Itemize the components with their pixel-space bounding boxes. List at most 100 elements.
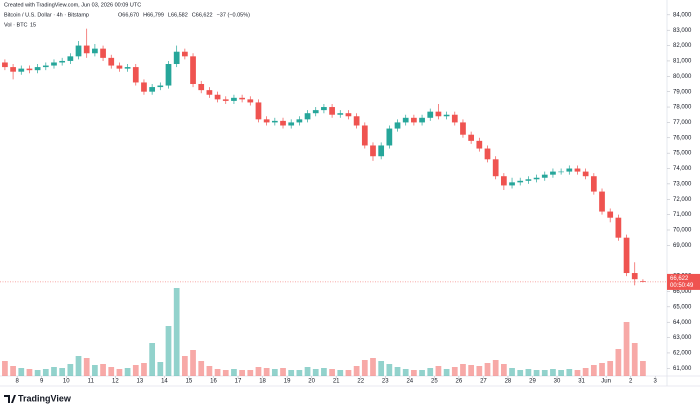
candle-body: [271, 120, 278, 123]
y-tick-label: 80,000: [673, 74, 692, 80]
candle-body: [51, 62, 57, 66]
x-tick-label: 8: [16, 379, 20, 385]
x-tick-label: 14: [161, 379, 168, 385]
volume-bar: [500, 364, 507, 376]
y-tick-label: 62,000: [673, 351, 692, 357]
candle-body: [288, 122, 295, 126]
volume-bar: [83, 358, 90, 376]
volume-bar: [181, 356, 188, 376]
candle-body: [525, 179, 532, 181]
candle-body: [451, 114, 458, 123]
volume-bar: [34, 370, 41, 376]
y-tick-label: 70,000: [673, 228, 692, 234]
volume-bar: [484, 363, 491, 376]
volume-bar: [337, 370, 344, 376]
x-tick-label: 2: [629, 379, 633, 385]
x-tick-label: 15: [186, 379, 193, 385]
candle-body: [378, 145, 385, 157]
candle-body: [468, 134, 475, 141]
x-tick-label: 12: [112, 379, 119, 385]
x-tick-label: 18: [259, 379, 266, 385]
y-tick-label: 76,000: [673, 135, 692, 141]
candle-body: [640, 281, 646, 282]
volume-bar: [10, 366, 16, 376]
y-tick-label: 74,000: [673, 166, 692, 172]
candle-body: [402, 117, 409, 123]
y-tick-label: 73,000: [673, 181, 692, 187]
candle-body: [517, 180, 524, 183]
x-tick-label: 21: [333, 379, 340, 385]
symbol: Bitcoin / U.S. Dollar · 4h · Bitstamp: [4, 12, 89, 18]
volume-bar: [149, 343, 156, 376]
candle-body: [100, 48, 106, 58]
y-tick-label: 71,000: [673, 212, 692, 218]
volume-bar: [517, 370, 524, 376]
candle-body: [198, 83, 205, 91]
volume-bar: [42, 369, 49, 376]
volume-bar: [615, 349, 622, 376]
volume-bar: [280, 368, 286, 376]
volume-bar: [124, 368, 131, 376]
x-tick-label: 10: [63, 379, 70, 385]
ohlc-legend: O66,670 H66,799 L66,582 C66,622 −37 (−0.05%): [118, 12, 250, 18]
candle-body: [132, 67, 139, 83]
volume-bar: [263, 368, 270, 376]
candle-body: [239, 97, 245, 100]
candle-body: [75, 45, 82, 57]
x-tick-label: 20: [308, 379, 315, 385]
candle-body: [590, 176, 597, 192]
candle-body: [141, 82, 147, 92]
candle-body: [18, 68, 25, 72]
price-label: 66,622: [670, 276, 689, 282]
candle-body: [116, 65, 123, 69]
candle-body: [214, 94, 221, 100]
candle-body: [255, 102, 262, 120]
y-tick-label: 81,000: [673, 59, 692, 65]
volume-bar: [18, 368, 25, 376]
candle-body: [10, 67, 16, 72]
volume-bar: [509, 368, 515, 376]
x-tick-label: 17: [235, 379, 242, 385]
y-tick-label: 69,000: [673, 243, 692, 249]
candle-body: [296, 119, 303, 123]
candle-body: [550, 171, 556, 175]
volume-bar: [304, 367, 311, 376]
x-tick-label: 16: [210, 379, 217, 385]
volume-bar: [345, 370, 352, 376]
volume-bar: [427, 368, 434, 376]
candle-body: [558, 171, 564, 173]
candle-body: [435, 111, 442, 117]
volume-bar: [533, 370, 540, 376]
candle-body: [329, 107, 335, 115]
candle-body: [247, 99, 254, 103]
volume-bar: [296, 370, 303, 376]
volume-bar: [370, 358, 376, 376]
candle-body: [484, 148, 491, 160]
countdown: 00:50:49: [670, 283, 694, 289]
y-tick-label: 82,000: [673, 43, 692, 49]
candle-body: [361, 125, 368, 146]
candle-body: [419, 117, 425, 123]
volume-bar: [67, 364, 74, 376]
candle-body: [345, 113, 352, 117]
x-tick-label: 11: [88, 379, 95, 385]
ohlc-value: H66,799: [143, 12, 164, 18]
volume-bar: [566, 369, 573, 376]
volume-bar: [214, 369, 221, 376]
volume-bar: [75, 356, 82, 376]
volume-bar: [394, 367, 401, 376]
y-tick-label: 78,000: [673, 105, 692, 111]
volume-bar: [288, 370, 295, 376]
candle-body: [206, 90, 213, 95]
volume-bar: [59, 368, 66, 376]
volume-bar: [329, 369, 335, 376]
volume-bar: [173, 288, 180, 376]
volume-bar: [271, 369, 278, 376]
volume-bar: [116, 369, 123, 376]
volume-bar: [550, 369, 556, 376]
candle-body: [312, 110, 319, 114]
candle-body: [108, 57, 115, 66]
volume-bar: [312, 369, 319, 376]
